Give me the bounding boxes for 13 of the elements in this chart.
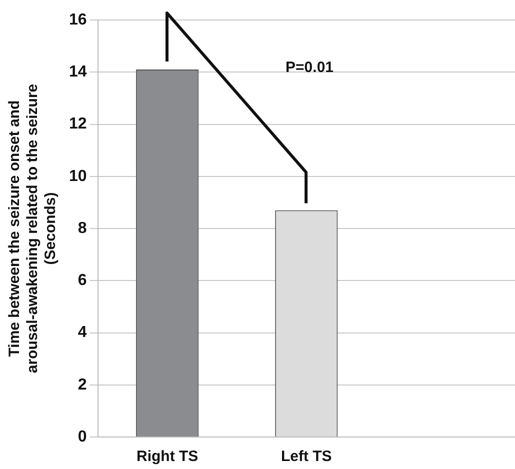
y-axis-title: Time between the seizure onset and arousal-awakening related to the seizure (Seconds) [6,84,60,374]
y-tick-label: 14 [69,64,87,81]
y-tick-label: 12 [69,116,87,133]
y-tick-label: 6 [78,272,87,290]
annotation: P=0.01 [286,59,334,76]
y-tick-label: 2 [78,376,87,394]
y-tick-label: 10 [69,168,87,185]
x-tick-label: Right TS [136,448,198,466]
y-tick-label: 0 [78,428,87,446]
y-tick-label: 16 [69,11,87,28]
y-tick-label: 4 [78,324,87,342]
y-tick-label: 8 [78,220,87,237]
x-tick-label: Left TS [280,448,332,466]
